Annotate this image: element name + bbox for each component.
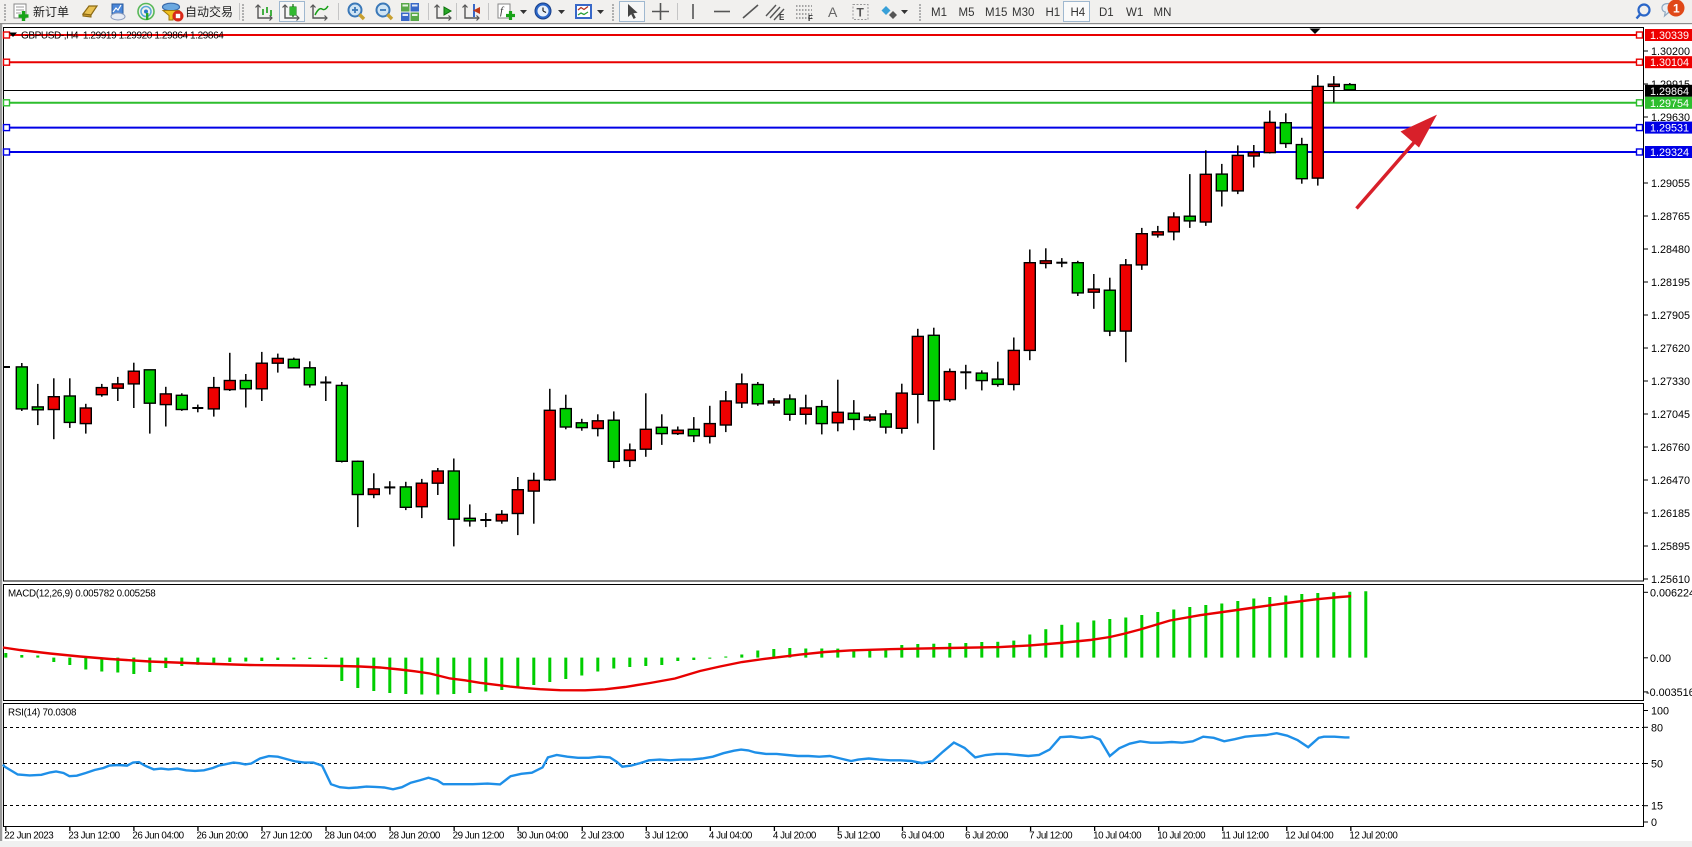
svg-text:1.27620: 1.27620: [1651, 343, 1690, 355]
svg-text:100: 100: [1651, 706, 1669, 718]
svg-text:1.30339: 1.30339: [1650, 30, 1689, 42]
svg-text:28 Jun 20:00: 28 Jun 20:00: [389, 831, 441, 842]
svg-text:6 Jul 04:00: 6 Jul 04:00: [901, 831, 945, 842]
svg-text:3 Jul 12:00: 3 Jul 12:00: [645, 831, 689, 842]
svg-text:A: A: [828, 4, 838, 20]
svg-text:T: T: [857, 6, 865, 20]
svg-text:26 Jun 20:00: 26 Jun 20:00: [196, 831, 248, 842]
svg-text:1.27045: 1.27045: [1651, 409, 1690, 421]
svg-text:W1: W1: [1126, 7, 1143, 19]
svg-text:M30: M30: [1012, 7, 1034, 19]
svg-text:1.25895: 1.25895: [1651, 541, 1690, 553]
svg-text:23 Jun 12:00: 23 Jun 12:00: [68, 831, 120, 842]
svg-text:新订单: 新订单: [33, 4, 69, 19]
svg-text:1.26185: 1.26185: [1651, 508, 1690, 520]
svg-text:4 Jul 20:00: 4 Jul 20:00: [773, 831, 817, 842]
svg-text:30 Jun 04:00: 30 Jun 04:00: [517, 831, 569, 842]
svg-text:H1: H1: [1046, 7, 1061, 19]
svg-text:1.30200: 1.30200: [1651, 46, 1690, 58]
svg-text:MN: MN: [1154, 7, 1172, 19]
svg-text:M15: M15: [985, 7, 1007, 19]
svg-text:22 Jun 2023: 22 Jun 2023: [4, 831, 54, 842]
svg-text:50: 50: [1651, 759, 1663, 771]
svg-text:MACD(12,26,9) 0.005782 0.00525: MACD(12,26,9) 0.005782 0.005258: [8, 589, 156, 600]
svg-text:27 Jun 12:00: 27 Jun 12:00: [261, 831, 313, 842]
svg-text:28 Jun 04:00: 28 Jun 04:00: [325, 831, 377, 842]
svg-text:1.29324: 1.29324: [1650, 147, 1689, 159]
svg-text:1.29754: 1.29754: [1650, 98, 1689, 110]
svg-text:1.29055: 1.29055: [1651, 178, 1690, 190]
svg-text:2 Jul 23:00: 2 Jul 23:00: [581, 831, 625, 842]
svg-text:-0.003516: -0.003516: [1646, 687, 1692, 699]
svg-text:0: 0: [1651, 817, 1657, 829]
svg-text:12 Jul 04:00: 12 Jul 04:00: [1285, 831, 1334, 842]
svg-text:1.26470: 1.26470: [1651, 475, 1690, 487]
svg-text:4 Jul 04:00: 4 Jul 04:00: [709, 831, 753, 842]
svg-text:1.28195: 1.28195: [1651, 277, 1690, 289]
svg-text:1.30104: 1.30104: [1650, 57, 1689, 69]
svg-text:0.006224: 0.006224: [1650, 587, 1692, 599]
svg-text:1.27330: 1.27330: [1651, 376, 1690, 388]
svg-text:1.29630: 1.29630: [1651, 112, 1690, 124]
svg-text:11 Jul 12:00: 11 Jul 12:00: [1221, 831, 1269, 842]
svg-text:F: F: [808, 14, 813, 23]
svg-text:15: 15: [1651, 801, 1663, 813]
svg-text:1.28765: 1.28765: [1651, 211, 1690, 223]
svg-text:M5: M5: [959, 7, 975, 19]
svg-text:10 Jul 04:00: 10 Jul 04:00: [1093, 831, 1142, 842]
svg-text:M1: M1: [931, 7, 947, 19]
svg-text:12 Jul 20:00: 12 Jul 20:00: [1349, 831, 1398, 842]
svg-text:D1: D1: [1099, 7, 1114, 19]
svg-text:1.29864: 1.29864: [1650, 86, 1689, 98]
svg-text:自动交易: 自动交易: [185, 4, 233, 19]
svg-text:1.28480: 1.28480: [1651, 244, 1690, 256]
svg-text:80: 80: [1651, 722, 1663, 734]
svg-text:29 Jun 12:00: 29 Jun 12:00: [453, 831, 505, 842]
svg-text:1.29531: 1.29531: [1650, 123, 1689, 135]
svg-text:f: f: [500, 5, 505, 17]
svg-text:1: 1: [1673, 2, 1680, 16]
svg-text:0.00: 0.00: [1650, 653, 1671, 665]
svg-text:GBPUSD-,H4 1.29919 1.29920 1.: GBPUSD-,H4 1.29919 1.29920 1.29864 1.298…: [21, 31, 224, 42]
svg-text:H4: H4: [1071, 7, 1086, 19]
svg-text:5 Jul 12:00: 5 Jul 12:00: [837, 831, 881, 842]
svg-text:1.27905: 1.27905: [1651, 310, 1690, 322]
svg-text:26 Jun 04:00: 26 Jun 04:00: [132, 831, 184, 842]
svg-text:RSI(14) 70.0308: RSI(14) 70.0308: [8, 708, 77, 719]
svg-text:1.25610: 1.25610: [1651, 574, 1690, 586]
svg-text:7 Jul 12:00: 7 Jul 12:00: [1029, 831, 1073, 842]
svg-text:6 Jul 20:00: 6 Jul 20:00: [965, 831, 1009, 842]
svg-text:10 Jul 20:00: 10 Jul 20:00: [1157, 831, 1206, 842]
svg-text:E: E: [779, 13, 785, 22]
svg-text:1.26760: 1.26760: [1651, 442, 1690, 454]
